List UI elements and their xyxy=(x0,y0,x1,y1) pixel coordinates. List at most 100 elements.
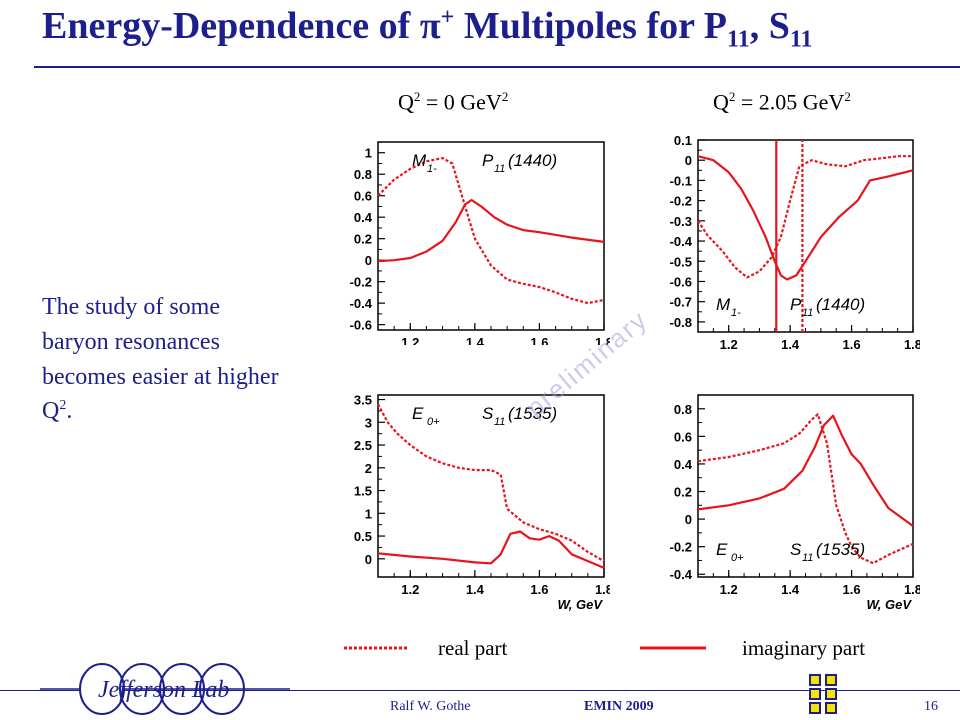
y-tick-label: 0.6 xyxy=(354,189,372,204)
x-tick-label: 1.2 xyxy=(401,335,419,345)
x-tick-label: 1.2 xyxy=(720,582,738,597)
y-tick-label: 0.5 xyxy=(354,529,372,544)
y-tick-label: 3.5 xyxy=(354,393,372,408)
q2-left-text: = 0 GeV xyxy=(420,89,502,115)
y-tick-label: -0.2 xyxy=(670,540,692,555)
y-tick-label: 0.4 xyxy=(674,457,693,472)
q2-right-q: Q xyxy=(713,89,729,115)
chart-panel-top-right: 0.1 0 -0.1 -0.2 -0.3 -0.4 -0.5 -0.6 -0.7 -0.8 1.2 1… xyxy=(670,133,920,352)
q2-label-left: Q2 = 0 GeV2 xyxy=(398,89,508,115)
legend-real-label: real part xyxy=(438,636,508,660)
jefferson-lab-logo: Jefferson Lab xyxy=(40,663,290,715)
y-tick-label: -0.2 xyxy=(350,275,372,290)
y-tick-label: 0.8 xyxy=(674,402,692,417)
svg-text:Jefferson Lab: Jefferson Lab xyxy=(98,677,229,703)
title-text: Energy-Dependence of π xyxy=(42,5,441,47)
q2-right-unit-sup: 2 xyxy=(844,89,851,104)
x-tick-label: 1.4 xyxy=(466,335,485,345)
resonance-label: P xyxy=(482,151,494,170)
y-tick-label: -0.4 xyxy=(350,296,373,311)
legend-real-swatch xyxy=(344,646,408,650)
plot-frame xyxy=(697,139,914,333)
footer-author: Ralf W. Gothe xyxy=(390,699,471,714)
x-tick-label: 1.6 xyxy=(530,335,548,345)
y-tick-label: 0 xyxy=(365,253,372,268)
title-divider xyxy=(34,66,960,68)
y-tick-label: 0.2 xyxy=(674,485,692,500)
y-tick-label: 3 xyxy=(365,415,372,430)
y-tick-label: -0.3 xyxy=(670,214,692,229)
chart-panel-top-left: 10.80.60.40.20-0.2-0.4-0.61.2 1.4 1.6 1.8M 1… xyxy=(350,141,610,345)
multipole-label: M xyxy=(716,295,731,314)
resonance-subscript: 11 xyxy=(494,163,505,175)
resonance-mass: (1440) xyxy=(816,295,865,314)
y-tick-label: -0.1 xyxy=(670,173,692,188)
y-tick-label: -0.2 xyxy=(670,194,692,209)
series-real-part xyxy=(377,157,605,305)
title-subscript-s: 11 xyxy=(789,26,813,53)
x-tick-label: 1.4 xyxy=(781,337,800,352)
resonance-label: P xyxy=(790,295,802,314)
x-tick-label: 1.2 xyxy=(720,337,738,352)
y-tick-label: 1 xyxy=(365,146,372,161)
chart-panel-bottom-left: 3.5 3 2.5 2 1.5 1 0.5 0 1.2 1.4 1.6 1.8W, GeV E 0+ S 11… xyxy=(354,393,610,612)
y-tick-label: -0.6 xyxy=(350,318,372,333)
side-note-sup: 2 xyxy=(59,398,67,414)
y-tick-label: 1 xyxy=(365,506,372,521)
y-tick-label: 0 xyxy=(685,153,692,168)
series-real-part xyxy=(697,155,913,279)
conference-logo-icon xyxy=(809,674,837,714)
title-text-mid: Multipoles for P xyxy=(454,5,728,47)
q2-right-sup: 2 xyxy=(728,89,736,104)
multipole-subscript: 1- xyxy=(427,163,437,175)
series-imaginary-part xyxy=(377,198,605,263)
resonance-mass: (1535) xyxy=(508,404,557,423)
slide-title: Energy-Dependence of π+ Multipoles for P… xyxy=(42,4,942,66)
multipole-subscript: 1- xyxy=(731,307,741,319)
series-real-part xyxy=(377,403,605,563)
series-imaginary-part xyxy=(697,155,914,281)
resonance-subscript: 11 xyxy=(802,307,813,319)
footer-event: EMIN 2009 xyxy=(584,699,654,714)
title-superscript: + xyxy=(440,4,455,31)
x-axis-label: W, GeV xyxy=(866,597,912,612)
q2-left-q: Q xyxy=(398,89,414,115)
plot-frame xyxy=(697,394,914,578)
resonance-subscript: 11 xyxy=(802,552,813,564)
multipole-subscript: 0+ xyxy=(427,416,440,428)
x-tick-label: 1.6 xyxy=(530,582,548,597)
y-tick-label: 2.5 xyxy=(354,438,372,453)
y-tick-label: 0 xyxy=(365,552,372,567)
legend-imag-swatch xyxy=(640,646,706,650)
title-subscript-p: 11 xyxy=(727,26,750,53)
x-tick-label: 1.4 xyxy=(781,582,800,597)
title-separator: , S xyxy=(749,5,790,47)
multipole-subscript: 0+ xyxy=(731,552,744,564)
multipole-label: E xyxy=(412,404,424,423)
x-tick-label: 1.6 xyxy=(843,337,861,352)
y-tick-label: 2 xyxy=(365,461,372,476)
x-tick-label: 1.4 xyxy=(466,582,485,597)
q2-left-unit-sup: 2 xyxy=(501,89,509,104)
resonance-mass: (1440) xyxy=(508,151,557,170)
footer-divider xyxy=(0,690,960,691)
series-imaginary-part xyxy=(697,414,914,527)
y-tick-label: 0.8 xyxy=(354,167,372,182)
plot-frame xyxy=(377,394,605,578)
y-tick-label: 0.2 xyxy=(354,232,372,247)
side-note: The study of some baryon resonances beco… xyxy=(42,290,292,429)
resonance-mass: (1535) xyxy=(816,540,865,559)
x-axis-label: W, GeV xyxy=(557,597,603,612)
resonance-subscript: 11 xyxy=(494,416,505,428)
x-tick-label: 1.8 xyxy=(595,582,610,597)
multipole-label: M xyxy=(412,151,427,170)
series-real-part xyxy=(697,413,914,565)
y-tick-label: 1.5 xyxy=(354,484,372,499)
x-tick-label: 1.8 xyxy=(595,335,610,345)
y-tick-label: -0.4 xyxy=(670,234,693,249)
chart-panel-bottom-right: 0.8 0.6 0.4 0.2 0 -0.2 -0.4 1.2 1.4 1.6 1.8W, GeV E… xyxy=(670,394,920,612)
y-tick-label: -0.5 xyxy=(670,254,692,269)
y-tick-label: -0.7 xyxy=(670,295,692,310)
legend-imag-label: imaginary part xyxy=(742,636,866,660)
side-note-text: The study of some baryon resonances beco… xyxy=(42,294,279,425)
